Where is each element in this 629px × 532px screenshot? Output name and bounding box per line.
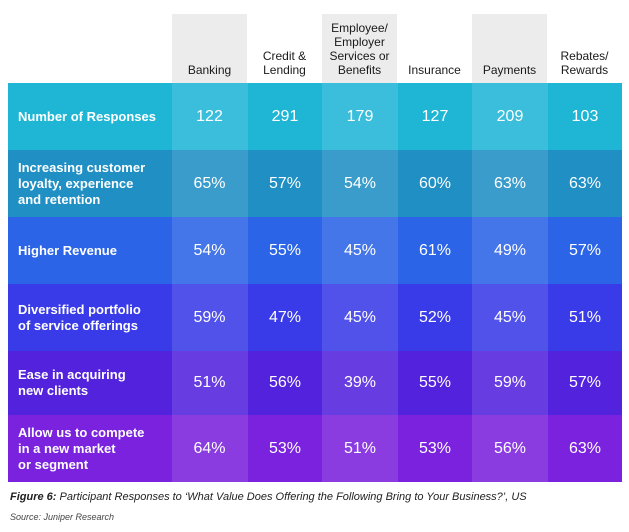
value-cell: 57% <box>247 150 322 217</box>
row-label: Allow us to compete in a new market or seg… <box>8 415 172 482</box>
caption-text: Participant Responses to ‘What Value Doe… <box>56 491 527 503</box>
row-label: Number of Responses <box>8 83 172 150</box>
column-header: Payments <box>472 14 547 83</box>
column-header-text: Banking <box>188 63 231 77</box>
source-note: Source: Juniper Research <box>10 512 115 522</box>
value-cell: 59% <box>472 351 547 415</box>
column-header: Banking <box>172 14 247 83</box>
value-cell: 45% <box>472 284 547 351</box>
row-label-line: loyalty, experience <box>18 175 134 191</box>
value-cell: 57% <box>547 351 622 415</box>
row-label-line: Ease in acquiring <box>18 367 126 382</box>
value-cell: 39% <box>322 351 397 415</box>
row-label-line: new clients <box>18 383 89 398</box>
value-cell: 209 <box>472 83 547 150</box>
column-header: Employee/Employer Services or Benefits <box>322 14 397 83</box>
column-header-text: Payments <box>483 63 536 77</box>
row-label-line: Allow us to compete <box>18 424 145 440</box>
value-cell: 47% <box>247 284 322 351</box>
row-label-line: Diversified portfolio <box>18 301 141 317</box>
row-label-text: Increasing customer loyalty, experience an… <box>18 160 145 208</box>
value-cell: 122 <box>172 83 247 150</box>
column-header-line: Lending <box>263 63 306 77</box>
value-cell: 53% <box>247 415 322 482</box>
column-header-line: Benefits <box>337 63 382 77</box>
value-cell: 49% <box>472 217 547 284</box>
value-cell: 45% <box>322 217 397 284</box>
row-label-line: Higher Revenue <box>18 242 117 258</box>
figure-caption: Figure 6: Participant Responses to ‘What… <box>10 491 527 503</box>
value-cell: 53% <box>397 415 472 482</box>
row-label-line: in a new market <box>18 440 116 456</box>
value-cell: 55% <box>397 351 472 415</box>
figure-label: Figure 6: <box>10 491 57 503</box>
row-label-text: Number of Responses <box>18 109 156 125</box>
value-cell: 55% <box>247 217 322 284</box>
row-label-text: Diversified portfolio of service offering… <box>18 302 141 334</box>
value-cell: 52% <box>397 284 472 351</box>
column-header-line: Payments <box>482 63 537 77</box>
row-label: Ease in acquiring new clients <box>8 351 172 415</box>
row-label-line: and retention <box>18 191 101 207</box>
column-header-line: Employer <box>334 35 385 49</box>
row-label-text: Higher Revenue <box>18 243 117 259</box>
row-label-text: Allow us to compete in a new market or seg… <box>18 425 144 473</box>
value-cell: 51% <box>322 415 397 482</box>
column-header-line: Credit & <box>262 49 307 63</box>
column-header-line: Employee/ <box>331 21 388 35</box>
column-header: Credit & Lending <box>247 14 322 83</box>
value-cell: 61% <box>397 217 472 284</box>
value-cell: 103 <box>547 83 622 150</box>
column-header-line: Rewards <box>560 63 609 77</box>
column-header-line: Insurance <box>408 63 461 77</box>
value-cell: 63% <box>547 150 622 217</box>
value-cell: 54% <box>172 217 247 284</box>
value-cell: 63% <box>547 415 622 482</box>
row-label: Higher Revenue <box>8 217 172 284</box>
row-label: Increasing customer loyalty, experience an… <box>8 150 172 217</box>
row-label-line: Increasing customer <box>18 159 146 175</box>
value-cell: 60% <box>397 150 472 217</box>
response-table: Banking Credit & Lending Employee/Employer S… <box>8 14 622 482</box>
value-cell: 56% <box>247 351 322 415</box>
row-label-text: Ease in acquiring new clients <box>18 367 126 399</box>
value-cell: 64% <box>172 415 247 482</box>
column-header-text: Credit & Lending <box>263 49 306 77</box>
column-header: Rebates/Rewards <box>547 14 622 83</box>
value-cell: 54% <box>322 150 397 217</box>
value-cell: 291 <box>247 83 322 150</box>
value-cell: 63% <box>472 150 547 217</box>
row-label-line: of service offerings <box>18 317 138 333</box>
value-cell: 57% <box>547 217 622 284</box>
value-cell: 51% <box>547 284 622 351</box>
column-header-text: Employee/Employer Services or Benefits <box>329 21 389 77</box>
column-header-line: Rebates/ <box>560 49 609 63</box>
column-header-line: Services or <box>329 49 390 63</box>
row-label: Diversified portfolio of service offering… <box>8 284 172 351</box>
row-label-line: Number of Responses <box>18 108 156 124</box>
row-label-line: or segment <box>18 456 89 472</box>
column-header-text: Insurance <box>408 63 461 77</box>
column-header-line: Banking <box>187 63 232 77</box>
column-header-text: Rebates/Rewards <box>560 49 608 77</box>
value-cell: 179 <box>322 83 397 150</box>
column-header: Insurance <box>397 14 472 83</box>
value-cell: 56% <box>472 415 547 482</box>
value-cell: 51% <box>172 351 247 415</box>
value-cell: 45% <box>322 284 397 351</box>
value-cell: 59% <box>172 284 247 351</box>
value-cell: 127 <box>397 83 472 150</box>
value-cell: 65% <box>172 150 247 217</box>
